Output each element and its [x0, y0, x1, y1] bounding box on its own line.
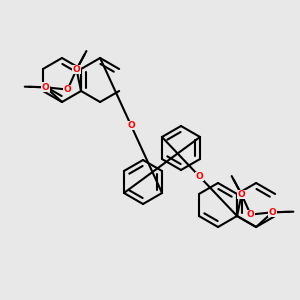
Text: O: O — [238, 190, 245, 199]
Text: O: O — [42, 83, 50, 92]
Text: O: O — [73, 65, 80, 74]
Text: O: O — [196, 172, 203, 181]
Text: O: O — [247, 210, 254, 219]
Text: O: O — [127, 121, 135, 130]
Text: O: O — [268, 208, 276, 217]
Text: O: O — [64, 85, 71, 94]
